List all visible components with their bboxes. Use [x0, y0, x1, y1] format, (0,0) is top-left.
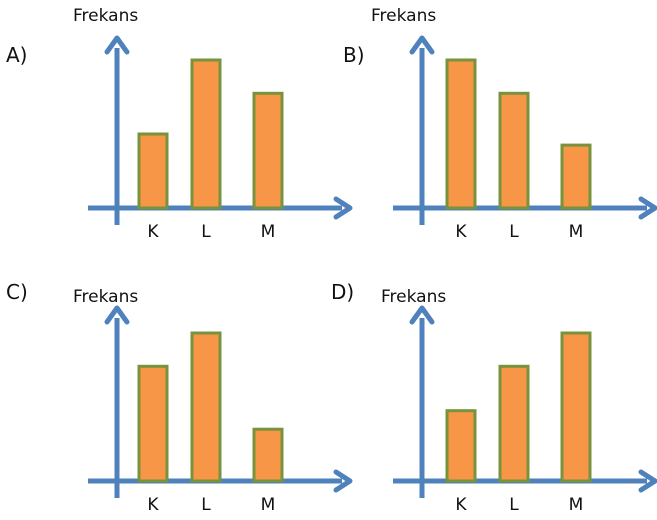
category-label: M [261, 495, 276, 515]
bar-k [445, 409, 477, 483]
bar-l [190, 331, 222, 483]
option-a-chart: A) Frekans K L M [6, 6, 353, 242]
x-axis-arrow-icon [638, 196, 657, 220]
bar-k [137, 132, 169, 210]
y-axis-arrow-icon [104, 305, 130, 325]
category-labels: K L M [455, 222, 583, 242]
category-label: K [147, 495, 159, 515]
bar-l [498, 364, 530, 483]
bars [137, 331, 284, 483]
x-axis-arrow-icon [638, 469, 657, 493]
category-label: L [201, 495, 211, 515]
x-axis-arrow-icon [333, 469, 353, 493]
bar-m [252, 91, 284, 210]
y-axis-arrow-icon [104, 35, 130, 55]
option-d-chart: D) Frekans K L M [331, 280, 657, 515]
option-label: B) [343, 43, 365, 67]
category-label: L [509, 222, 519, 242]
y-axis-label: Frekans [73, 6, 138, 26]
category-label: K [455, 222, 467, 242]
bar-k [137, 364, 169, 483]
bar-m [560, 143, 592, 210]
y-axis-label: Frekans [381, 287, 446, 307]
bars [445, 331, 592, 483]
bar-m [252, 427, 284, 483]
x-axis-arrow-icon [333, 196, 353, 220]
option-label: D) [331, 280, 354, 304]
option-label: C) [6, 280, 28, 304]
y-axis-arrow-icon [409, 35, 435, 55]
bars [137, 58, 284, 210]
bar-k [445, 58, 477, 210]
bars [445, 58, 592, 210]
y-axis-label: Frekans [73, 287, 138, 307]
option-c-chart: C) Frekans K L M [6, 280, 353, 515]
category-labels: K L M [147, 222, 275, 242]
category-labels: K L M [455, 495, 583, 515]
category-label: L [509, 495, 519, 515]
category-label: M [569, 222, 584, 242]
option-label: A) [6, 43, 27, 67]
y-axis-label: Frekans [371, 6, 436, 26]
category-label: M [261, 222, 276, 242]
y-axis-arrow-icon [409, 305, 435, 325]
bar-m [560, 331, 592, 483]
bar-l [498, 91, 530, 210]
category-label: M [569, 495, 584, 515]
bar-l [190, 58, 222, 210]
category-label: K [147, 222, 159, 242]
category-labels: K L M [147, 495, 275, 515]
option-b-chart: B) Frekans K L M [343, 6, 657, 242]
category-label: K [455, 495, 467, 515]
category-label: L [201, 222, 211, 242]
